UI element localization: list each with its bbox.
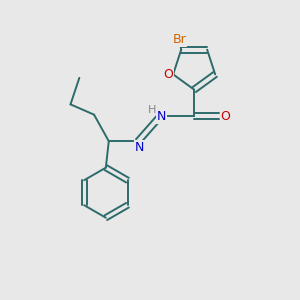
Text: O: O <box>163 68 173 81</box>
Text: Br: Br <box>173 33 187 46</box>
Text: N: N <box>157 110 167 123</box>
Text: O: O <box>221 110 231 123</box>
Text: N: N <box>135 141 144 154</box>
Text: H: H <box>148 105 156 115</box>
